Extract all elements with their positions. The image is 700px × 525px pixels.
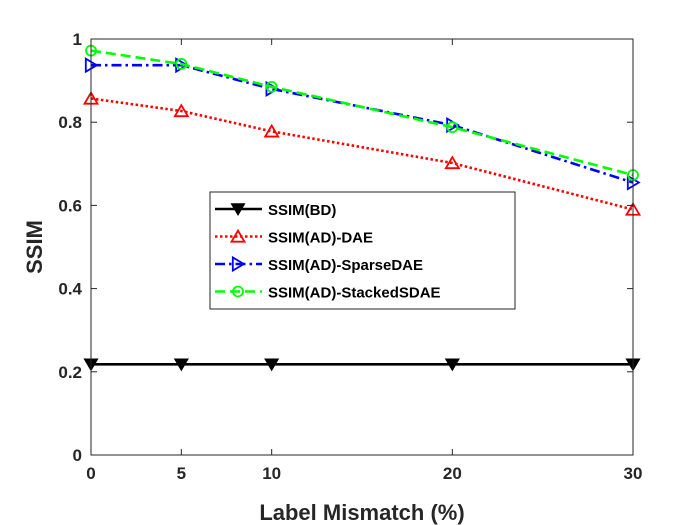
- y-tick-label: 0: [73, 446, 82, 465]
- data-point: [173, 358, 189, 372]
- data-point: [444, 358, 460, 372]
- y-tick-label: 0.4: [58, 280, 82, 299]
- legend-label: SSIM(AD)-SparseDAE: [268, 257, 423, 274]
- x-tick-label: 10: [262, 464, 281, 483]
- x-tick-label: 5: [177, 464, 186, 483]
- axes-box: [90, 38, 634, 456]
- data-point: [265, 80, 278, 93]
- legend-item: SSIM(AD)-SparseDAE: [215, 255, 423, 274]
- legend-marker: [231, 255, 246, 273]
- series-line: [90, 49, 634, 177]
- data-point: [173, 103, 190, 118]
- y-tick-label: 0.2: [58, 363, 82, 382]
- y-axis-title: SSIM: [22, 220, 47, 274]
- legend-item: SSIM(AD)-DAE: [215, 228, 373, 247]
- series-line: [91, 63, 634, 184]
- series-layer: [82, 44, 642, 372]
- data-point: [446, 121, 459, 134]
- y-tick-label: 0.6: [58, 196, 82, 215]
- data-point: [444, 155, 461, 170]
- legend-box: [209, 191, 516, 310]
- legend-marker: [229, 228, 247, 243]
- legend-label: SSIM(AD)-StackedSDAE: [268, 285, 441, 302]
- data-point: [175, 58, 188, 70]
- y-tick-label: 0.8: [58, 113, 82, 132]
- legend-item: SSIM(BD): [215, 202, 336, 219]
- axes-layer: 0 5 10 20 30 0 0.2 0.4 0.6 0.8 1: [58, 30, 642, 483]
- x-axis-title: Label Mismatch (%): [259, 500, 464, 525]
- x-tick-label: 0: [86, 464, 95, 483]
- legend-item: SSIM(AD)-StackedSDAE: [215, 285, 441, 302]
- series-ssim-bd: [83, 358, 641, 372]
- legend-marker: [230, 203, 246, 217]
- legend-label: SSIM(AD)-DAE: [268, 230, 373, 247]
- series-line: [90, 97, 634, 211]
- data-point: [263, 123, 280, 138]
- y-tick-label: 1: [73, 30, 82, 49]
- data-point: [264, 358, 280, 372]
- x-tick-label: 30: [624, 464, 643, 483]
- x-tick-label: 20: [443, 464, 462, 483]
- legend-marker: [232, 285, 244, 298]
- legend: SSIM(BD) SSIM(AD)-DAE SSIM(AD)-SparseDAE SS…: [209, 191, 516, 310]
- legend-label: SSIM(BD): [268, 202, 336, 219]
